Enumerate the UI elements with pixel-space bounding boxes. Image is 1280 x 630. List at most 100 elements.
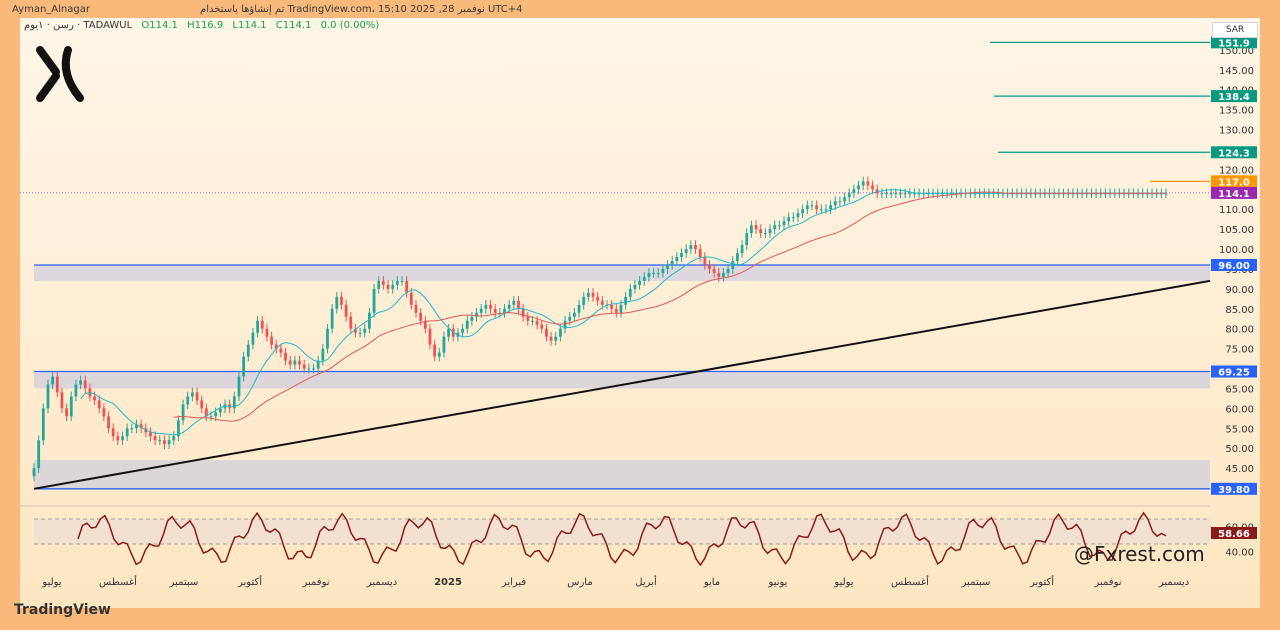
level-label-3: 117.0: [1211, 175, 1257, 188]
level-label-4: 114.1: [1211, 186, 1257, 200]
y-tick-11: 100.00: [1219, 245, 1254, 256]
candle-162: [787, 212, 791, 226]
candle-163: [791, 212, 795, 222]
candle-3: [46, 379, 50, 414]
chart-background: [20, 18, 1260, 608]
y-tick-13: 110.00: [1219, 205, 1254, 216]
candle-81: [409, 288, 413, 310]
symbol-info-bar: رسن · ١يوم · TADAWUL O114.1 H116.9 L114.…: [24, 20, 385, 31]
candle-15: [102, 403, 106, 422]
candle-88: [442, 331, 446, 358]
candle-10: [79, 375, 82, 390]
candle-51: [270, 331, 273, 350]
support-zone-1: [34, 371, 1210, 389]
y-tick-14: 120.00: [1219, 165, 1254, 176]
candle-61: [316, 355, 320, 374]
candle-76: [386, 280, 390, 294]
candle-114: [563, 315, 567, 334]
y-tick-9: 90.00: [1225, 285, 1254, 296]
candle-69: [354, 323, 357, 338]
candle-48: [256, 315, 259, 338]
candle-20: [125, 423, 129, 442]
candle-95: [475, 307, 478, 322]
candle-29: [167, 435, 171, 449]
candle-97: [484, 300, 488, 314]
candle-133: [652, 268, 655, 278]
candle-158: [768, 224, 772, 238]
candle-152: [740, 240, 744, 258]
candle-33: [186, 391, 190, 410]
x-tick-17: ديسمبر: [1158, 577, 1189, 588]
candle-92: [461, 323, 464, 338]
candle-14: [97, 395, 101, 414]
candle-169: [819, 204, 823, 215]
ma-slow-line: [173, 191, 1166, 422]
candle-0: [32, 463, 36, 481]
candle-9: [74, 379, 78, 402]
symbol-name: رسن · ١يوم · TADAWUL: [24, 20, 133, 31]
candle-65: [335, 292, 339, 314]
candle-148: [722, 268, 725, 282]
candle-7: [65, 403, 69, 422]
rsi-current-label: 58.66: [1211, 527, 1257, 540]
candle-8: [69, 391, 73, 422]
candle-86: [433, 339, 437, 362]
x-tick-2: سبتمبر: [169, 577, 199, 588]
change-value: 0.0 (0.00%): [320, 20, 380, 31]
candle-128: [628, 284, 632, 302]
candle-16: [107, 411, 110, 434]
candle-154: [750, 220, 753, 238]
candle-87: [437, 347, 441, 362]
candle-1: [37, 435, 41, 473]
candle-159: [773, 220, 777, 234]
candle-67: [344, 300, 348, 322]
candle-143: [698, 244, 702, 262]
candle-125: [614, 304, 618, 318]
candle-130: [638, 276, 641, 290]
candle-187: [903, 188, 907, 199]
close-value: C114.1: [275, 20, 312, 31]
candle-84: [423, 315, 427, 334]
candle-35: [195, 387, 199, 406]
candle-96: [479, 304, 483, 318]
rsi-line: [77, 511, 1167, 567]
x-tick-0: يوليو: [41, 577, 61, 588]
y-tick-17: 135.00: [1219, 106, 1254, 117]
candle-117: [577, 300, 581, 318]
x-tick-15: أكتوبر: [1029, 575, 1054, 588]
currency-badge[interactable]: SAR: [1212, 22, 1258, 38]
y-tick-8: 85.00: [1225, 305, 1254, 316]
candle-73: [372, 284, 376, 318]
x-tick-10: مايو: [703, 577, 720, 588]
candle-157: [763, 228, 767, 238]
candle-120: [591, 288, 595, 302]
candle-49: [260, 315, 264, 334]
candle-40: [218, 403, 222, 418]
top-bar: Ayman_Alnagar تم إنشاؤها باستخدام Tradin…: [8, 2, 1268, 18]
candle-85: [428, 323, 432, 350]
candle-145: [708, 260, 711, 274]
candle-182: [880, 188, 884, 199]
candle-138: [675, 252, 679, 266]
candle-34: [190, 387, 194, 402]
candle-99: [493, 304, 497, 318]
candle-26: [153, 431, 157, 446]
candle-11: [83, 375, 87, 394]
brand-x-logo: [36, 46, 84, 102]
candle-28: [163, 435, 166, 449]
candle-30: [172, 431, 176, 446]
candle-127: [624, 292, 628, 310]
candle-63: [326, 323, 329, 354]
y-tick-2: 55.00: [1225, 424, 1254, 435]
candle-137: [670, 256, 674, 270]
candle-170: [824, 204, 828, 215]
x-tick-1: أغسطس: [99, 575, 137, 588]
level-label-6: 69.25: [1211, 365, 1257, 379]
candle-173: [838, 196, 842, 207]
x-tick-8: مارس: [567, 577, 592, 588]
candle-142: [694, 240, 697, 254]
candle-23: [139, 419, 143, 434]
candle-79: [400, 276, 404, 286]
